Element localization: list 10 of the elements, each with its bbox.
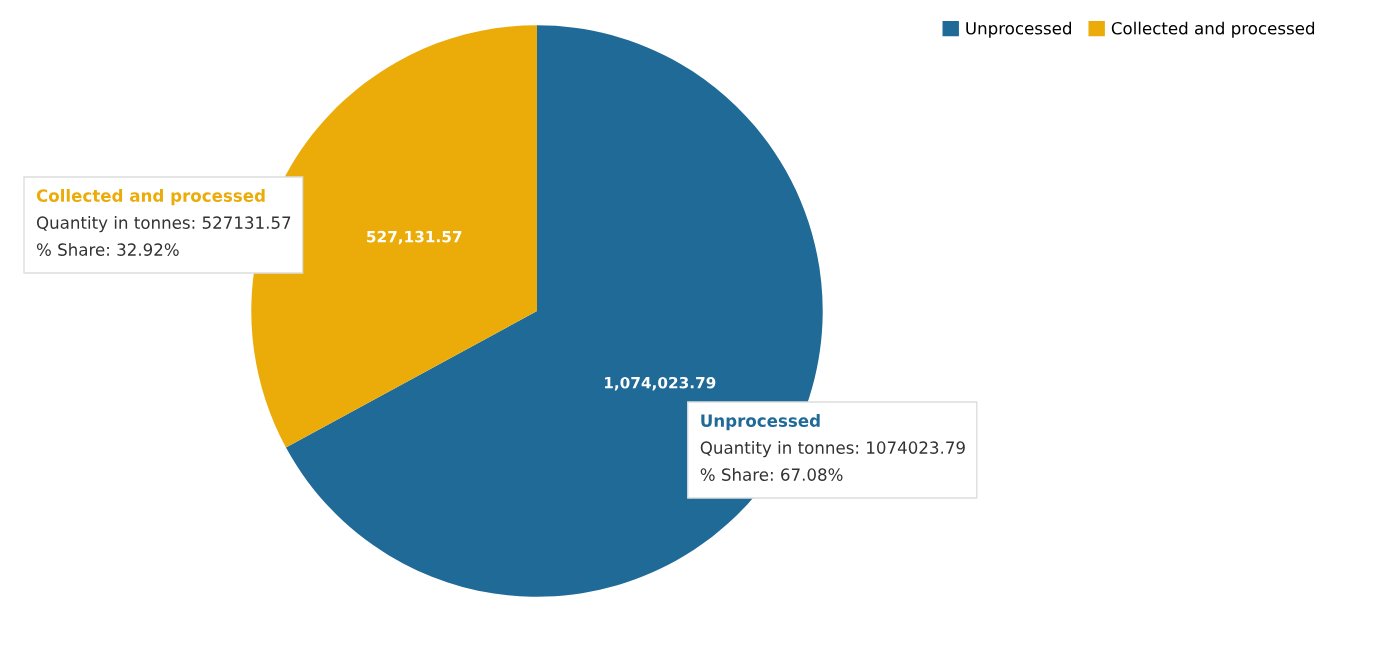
text: Unprocessed (701, 414, 820, 431)
text: Quantity in tonnes: 1074023.79 (700, 441, 965, 458)
text: % Share: 67.08% (700, 468, 843, 481)
text: Quantity in tonnes: 527131.57 (36, 216, 291, 233)
text: % Share: 32.92% (36, 243, 179, 256)
legend-label: Unprocessed (966, 21, 1071, 38)
text: Collected and processed (36, 189, 265, 206)
data-label: 1,074,023.79 (604, 376, 716, 391)
data-label: 527,131.57 (367, 230, 462, 245)
legend-label: Collected and processed (1111, 21, 1315, 38)
